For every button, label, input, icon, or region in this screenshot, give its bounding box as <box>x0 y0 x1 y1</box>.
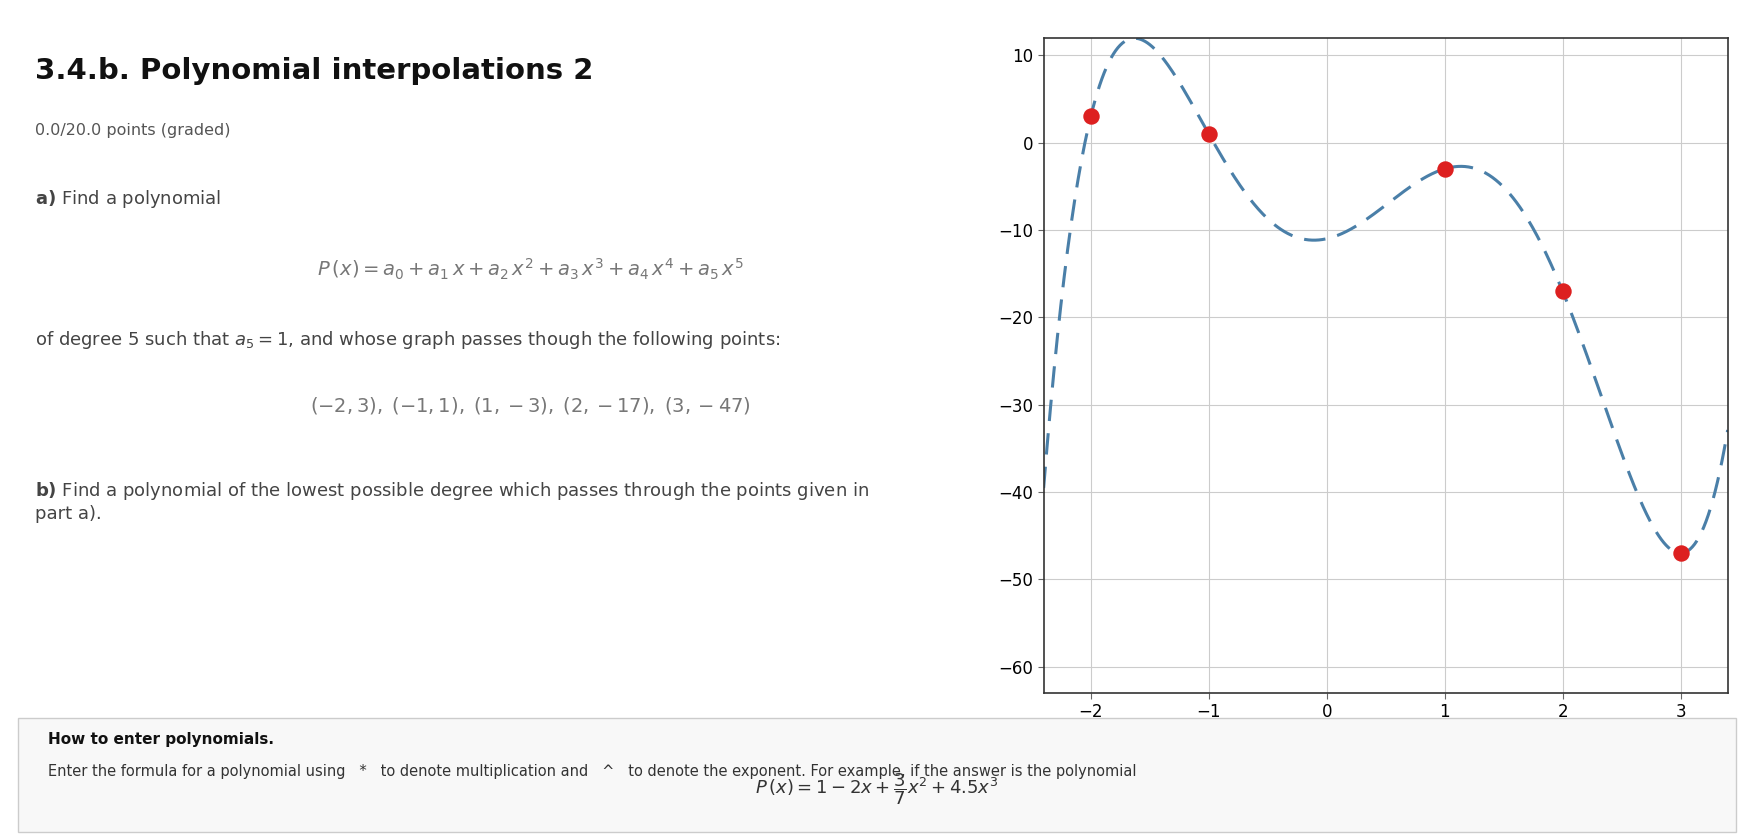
Text: $\mathbf{b)}$ Find a polynomial of the lowest possible degree which passes throu: $\mathbf{b)}$ Find a polynomial of the l… <box>35 480 868 522</box>
Text: of degree 5 such that $a_5 = 1$, and whose graph passes though the following poi: of degree 5 such that $a_5 = 1$, and who… <box>35 329 781 351</box>
Text: 0.0/20.0 points (graded): 0.0/20.0 points (graded) <box>35 123 230 138</box>
Text: $P\,(x) = a_0 + a_1\,x + a_2\,x^2 + a_3\,x^3 + a_4\,x^4 + a_5\,x^5$: $P\,(x) = a_0 + a_1\,x + a_2\,x^2 + a_3\… <box>317 257 744 282</box>
Point <box>1077 110 1105 123</box>
Point <box>1194 127 1223 140</box>
Text: Enter the formula for a polynomial using   *   to denote multiplication and   ^ : Enter the formula for a polynomial using… <box>49 764 1137 779</box>
Text: $P\,(x) = 1 - 2x + \dfrac{3}{7}x^2 + 4.5x^3$: $P\,(x) = 1 - 2x + \dfrac{3}{7}x^2 + 4.5… <box>756 771 998 806</box>
Text: 3.4.b. Polynomial interpolations 2: 3.4.b. Polynomial interpolations 2 <box>35 57 593 86</box>
Point <box>1431 162 1459 176</box>
Text: How to enter polynomials.: How to enter polynomials. <box>49 732 274 747</box>
Point <box>1666 547 1694 560</box>
Text: $(-2,3),\;(-1,1),\;(1,-3),\;(2,-17),\;(3,-47)$: $(-2,3),\;(-1,1),\;(1,-3),\;(2,-17),\;(3… <box>310 395 751 416</box>
Text: $\mathbf{a)}$ Find a polynomial: $\mathbf{a)}$ Find a polynomial <box>35 188 221 211</box>
Point <box>1549 285 1577 298</box>
FancyBboxPatch shape <box>18 718 1736 832</box>
